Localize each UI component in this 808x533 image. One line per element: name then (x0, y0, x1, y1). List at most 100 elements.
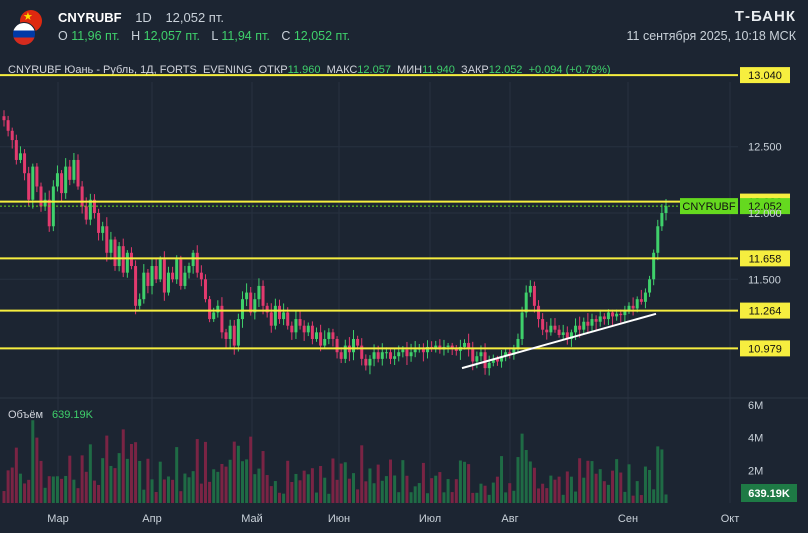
volume-bar (401, 460, 405, 503)
volume-bar (516, 457, 520, 503)
volume-bar (471, 492, 475, 503)
low-value: 11,94 пт. (221, 29, 270, 43)
volume-bar (261, 451, 265, 503)
candle-body (537, 305, 541, 320)
candle-body (323, 338, 327, 346)
volume-bar (372, 483, 376, 503)
candle-body (487, 362, 491, 369)
candle-body (643, 292, 647, 302)
volume-bar (175, 447, 179, 503)
volume-bar (479, 483, 483, 503)
candle-body (582, 321, 586, 330)
last-price-badge-bg (740, 198, 790, 215)
candle-body (652, 252, 656, 280)
volume-bar (216, 471, 220, 503)
russia-flag-icon (12, 22, 36, 46)
candle-body (171, 272, 175, 280)
candle-body (405, 349, 409, 357)
volume-bar (302, 470, 306, 503)
volume-bar (380, 480, 384, 503)
level-badge: 11.264 (749, 306, 782, 318)
close-label: C (281, 29, 291, 43)
volume-bar (578, 458, 582, 503)
legend-change: +0.094 (+0.79%) (528, 64, 611, 76)
candle-body (352, 338, 356, 353)
brand-logo: Т-БАНК (734, 8, 796, 25)
volume-bar (105, 435, 109, 503)
volume-bar (76, 488, 80, 503)
candle-body (639, 299, 643, 302)
volume-bar (631, 495, 635, 503)
volume-bar (561, 494, 565, 503)
volume-bar (187, 477, 191, 503)
candle-body (648, 279, 652, 293)
volume-bar (528, 461, 532, 503)
candle-body (331, 332, 335, 339)
volume-bar (582, 477, 586, 503)
volume-bar (565, 471, 569, 503)
candle-body (179, 259, 183, 286)
volume-bar (532, 467, 536, 503)
candle-body (253, 299, 257, 313)
volume-bar (343, 462, 347, 503)
x-tick-label: Июн (328, 513, 350, 525)
candle-body (121, 246, 125, 273)
legend-close: 12.052 (488, 64, 523, 76)
volume-bar (10, 467, 14, 503)
volume-bar (129, 444, 133, 503)
candle-body (109, 239, 113, 253)
volume-bar (191, 471, 195, 503)
candle-body (545, 329, 549, 333)
high-label: H (131, 29, 141, 43)
volume-bar (446, 479, 450, 503)
volume-bar (541, 483, 545, 503)
volume-bar (553, 479, 557, 503)
candle-body (43, 199, 47, 207)
volume-bar (171, 479, 175, 503)
volume-bar (454, 479, 458, 503)
volume-bar (405, 475, 409, 503)
volume-bar (574, 491, 578, 503)
candle-body (319, 332, 323, 346)
candle-body (208, 299, 212, 320)
candle-body (290, 325, 294, 333)
low-label: L (211, 29, 218, 43)
volume-bar (360, 445, 364, 503)
level-badge-bg (740, 340, 790, 357)
volume-tick-label: 2M (748, 465, 763, 477)
candle-body (602, 316, 606, 320)
timeframe[interactable]: 1D (135, 10, 152, 25)
volume-bar (2, 491, 6, 503)
volume-bar (397, 492, 401, 503)
volume-bar (664, 494, 668, 503)
candle-body (475, 356, 479, 362)
volume-bar (537, 488, 541, 503)
volume-bar (495, 476, 499, 503)
volume-bar (467, 464, 471, 503)
last-price-badge: 12.052 (748, 201, 782, 213)
volume-bar (656, 446, 660, 503)
candle-body (68, 166, 72, 180)
candle-body (245, 292, 249, 300)
volume-bar (434, 475, 438, 503)
candle-body (426, 346, 430, 353)
volume-bar (294, 473, 298, 503)
candle-body (528, 285, 532, 293)
datetime: 11 сентября 2025, 10:18 МСК (626, 29, 797, 43)
volume-bar (212, 469, 216, 503)
volume-value: 639.19K (52, 409, 94, 421)
candle-body (491, 358, 495, 363)
candle-body (557, 329, 561, 335)
ticker-symbol[interactable]: CNYRUBF (58, 10, 122, 25)
legend-name: CNYRUBF Юань - Рубль, 1Д, FORTS_EVENING (8, 64, 253, 76)
volume-bar (508, 483, 512, 503)
x-tick-label: Апр (142, 513, 161, 525)
volume-bar (35, 437, 39, 503)
price-tick-label: 12.000 (748, 208, 782, 220)
grid (0, 82, 808, 503)
candle-body (249, 292, 253, 313)
candle-body (101, 226, 105, 233)
volume-bar (109, 465, 113, 503)
candle-body (158, 259, 162, 280)
